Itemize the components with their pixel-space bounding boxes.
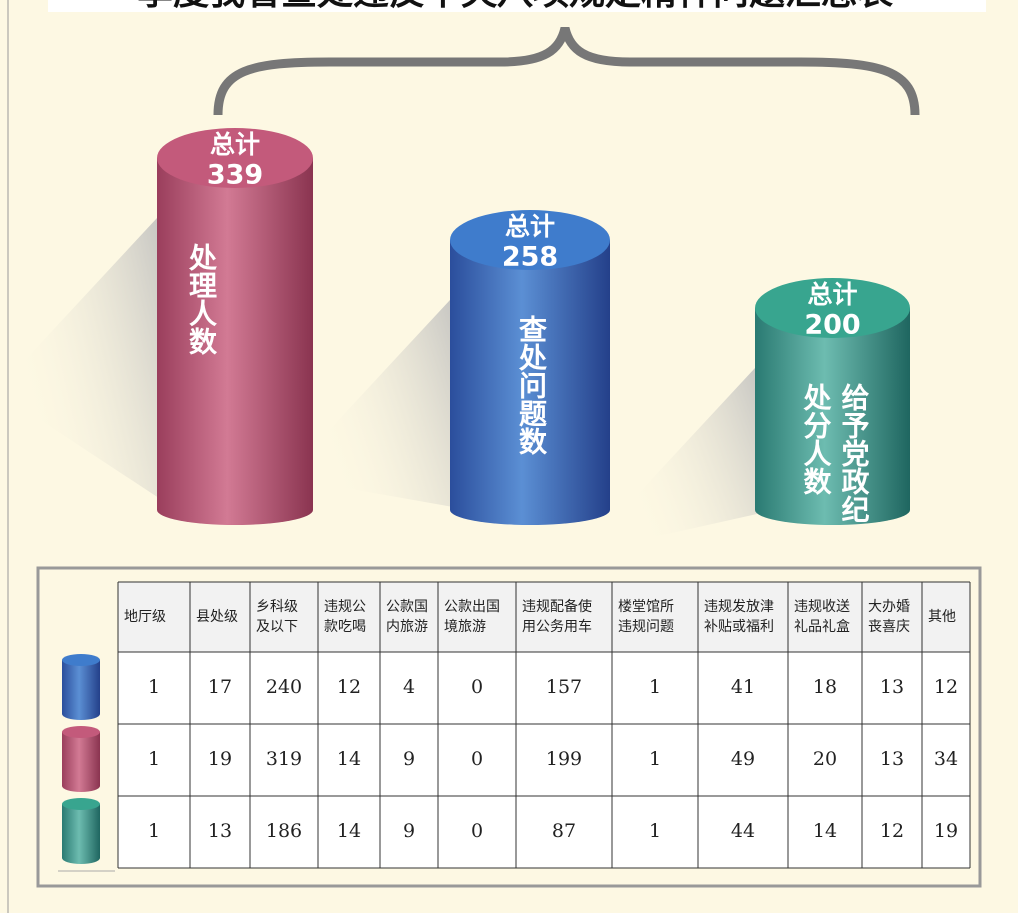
header-cell: 礼品礼盒 <box>794 618 850 635</box>
row-icon <box>62 660 100 720</box>
caption: 处理人数 <box>185 243 218 356</box>
cell: 19 <box>934 820 958 842</box>
header-cell: 补贴或福利 <box>704 619 774 635</box>
shadow <box>605 368 775 548</box>
header-cell: 内旅游 <box>386 619 428 635</box>
page: {"title":"季度我省查处违反中央八项规定精神问题汇总表", "summa… <box>0 0 1018 913</box>
cell: 0 <box>471 820 483 842</box>
header-cell: 违规发放津 <box>704 599 774 615</box>
header-cell: 及以下 <box>256 619 298 635</box>
header-cell: 楼堂馆所 <box>618 599 674 615</box>
cell: 13 <box>880 748 904 770</box>
cylinder <box>755 308 910 525</box>
header-bg <box>118 582 970 652</box>
cell: 1 <box>649 748 661 770</box>
cell: 49 <box>731 748 755 770</box>
header-cell: 款吃喝 <box>324 619 366 635</box>
caption: 给予党政纪 <box>838 383 871 523</box>
cell: 319 <box>266 748 302 770</box>
cell: 13 <box>880 676 904 698</box>
cell: 20 <box>813 748 837 770</box>
cell: 17 <box>208 676 232 698</box>
header-cell: 境旅游 <box>444 619 486 635</box>
cell: 44 <box>731 820 755 842</box>
header-cell: 其他 <box>928 609 956 625</box>
cell: 9 <box>403 820 415 842</box>
caption: 处分人数 <box>800 383 833 496</box>
header-cell: 丧喜庆 <box>868 619 910 635</box>
cell: 34 <box>934 748 958 770</box>
total-label: 总计 <box>505 212 555 241</box>
cell: 18 <box>813 676 837 698</box>
cell: 12 <box>337 676 361 698</box>
shadow <box>7 218 177 510</box>
cell: 157 <box>546 676 582 698</box>
total-label: 总计 <box>807 280 857 309</box>
cell: 0 <box>471 676 483 698</box>
header-cell: 用公务用车 <box>522 618 592 635</box>
header-cell: 大办婚 <box>868 599 910 615</box>
header-cell: 乡科级 <box>256 599 298 615</box>
cell: 1 <box>148 748 160 770</box>
header-cell: 县处级 <box>196 609 238 625</box>
cell: 199 <box>546 748 582 770</box>
cell: 14 <box>813 820 837 842</box>
total-label: 总计 <box>210 130 260 159</box>
header-cell: 违规配备使 <box>522 598 592 615</box>
cell: 13 <box>208 820 232 842</box>
cell: 1 <box>148 820 160 842</box>
cell: 87 <box>552 820 576 842</box>
header-cell: 公款出国 <box>444 599 500 615</box>
header-cell: 违规收送 <box>794 599 850 615</box>
caption: 查处问题数 <box>515 315 548 456</box>
cell: 1 <box>148 676 160 698</box>
brace <box>218 28 915 115</box>
total-value: 339 <box>207 160 263 191</box>
cell: 12 <box>934 676 958 698</box>
header-cell: 地厅级 <box>124 609 166 625</box>
cell: 9 <box>403 748 415 770</box>
cell: 19 <box>208 748 232 770</box>
header-cell: 公款国 <box>386 599 428 615</box>
cell: 1 <box>649 820 661 842</box>
cell: 1 <box>649 676 661 698</box>
cell: 41 <box>731 676 755 698</box>
row-icon-top <box>62 798 100 810</box>
title: 季度我省查处违反中央八项规定精神问题汇总表 <box>137 0 893 13</box>
row-icon <box>62 804 100 864</box>
row-icon-top <box>62 726 100 738</box>
total-value: 200 <box>804 310 860 341</box>
cell: 12 <box>880 820 904 842</box>
cell: 0 <box>471 748 483 770</box>
cell: 240 <box>266 676 302 698</box>
cell: 14 <box>337 820 361 842</box>
header-cell: 违规问题 <box>618 619 674 635</box>
cell: 4 <box>403 676 415 698</box>
cell: 14 <box>337 748 361 770</box>
row-icon <box>62 732 100 792</box>
total-value: 258 <box>502 242 558 273</box>
infographic: 季度我省查处违反中央八项规定精神问题汇总表 总计339处理人数总计258查处问题… <box>0 0 1018 913</box>
header-cell: 违规公 <box>324 599 366 615</box>
shadow <box>300 300 470 510</box>
row-icon-top <box>62 654 100 666</box>
cell: 186 <box>266 820 302 842</box>
cylinder <box>157 158 313 525</box>
